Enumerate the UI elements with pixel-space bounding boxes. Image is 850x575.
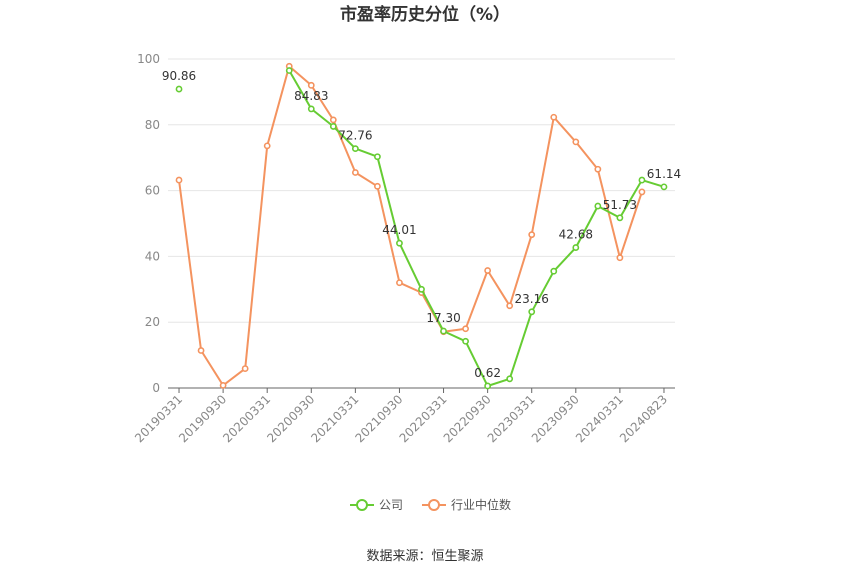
legend-label-company: 公司: [379, 498, 403, 512]
data-point-company: [638, 176, 646, 184]
series-line-company: [288, 70, 665, 387]
data-point-company: [285, 67, 293, 74]
data-point-company: [175, 85, 183, 93]
data-point-company: [528, 308, 536, 316]
data-point-industry-median: [396, 279, 403, 287]
data-label: 17.30: [426, 311, 460, 325]
data-point-company: [660, 183, 668, 191]
data-point-company: [374, 153, 381, 161]
data-point-industry-median: [506, 302, 514, 310]
data-point-company: [616, 214, 624, 222]
data-label: 42.68: [559, 228, 593, 242]
data-source: 数据来源：恒生聚源: [366, 549, 483, 564]
data-point-industry-median: [528, 231, 536, 239]
y-tick-label: 60: [145, 184, 160, 198]
legend-marker-company: [356, 499, 368, 511]
y-tick-label: 100: [137, 52, 160, 66]
x-tick-label: 20240823: [617, 392, 670, 445]
series-lines: [175, 62, 668, 390]
data-point-industry-median: [351, 169, 359, 176]
y-tick-label: 80: [145, 118, 160, 132]
data-point-company: [572, 244, 580, 251]
axes: 0204060801002019033120190930202003312020…: [132, 52, 675, 445]
data-point-company: [418, 285, 425, 293]
data-point-industry-median: [241, 365, 249, 372]
data-point-company: [484, 382, 492, 390]
data-label: 61.14: [647, 167, 681, 181]
data-point-company: [396, 239, 403, 247]
data-label: 90.86: [162, 69, 196, 83]
y-tick-label: 0: [152, 381, 160, 395]
data-label: 72.76: [338, 129, 372, 143]
data-point-industry-median: [462, 325, 469, 333]
data-label: 51.73: [603, 198, 637, 212]
data-point-industry-median: [572, 138, 580, 146]
data-label: 44.01: [382, 223, 416, 237]
data-point-company: [462, 337, 469, 345]
grid-lines: [168, 58, 675, 323]
data-point-industry-median: [197, 347, 205, 354]
data-point-industry-median: [594, 165, 602, 173]
data-point-company: [506, 375, 514, 383]
data-point-company: [550, 267, 558, 275]
data-point-industry-median: [550, 113, 558, 121]
data-label: 23.16: [515, 292, 549, 306]
data-point-industry-median: [616, 254, 624, 262]
data-label: 0.62: [474, 366, 501, 380]
y-tick-label: 40: [145, 249, 160, 263]
data-point-industry-median: [484, 267, 492, 274]
data-labels: 90.86 84.83 72.76 44.01 17.30 0.62 23.16 42.68 5…: [162, 69, 681, 380]
series-line-industry-median: [178, 65, 643, 387]
data-point-company: [307, 105, 315, 113]
y-tick-label: 20: [145, 315, 160, 329]
data-point-company: [594, 202, 602, 210]
data-point-industry-median: [638, 188, 646, 196]
data-point-industry-median: [374, 182, 381, 190]
legend: 公司 行业中位数: [350, 497, 511, 512]
data-point-industry-median: [307, 81, 315, 89]
data-point-company: [440, 327, 447, 335]
data-point-industry-median: [219, 381, 227, 389]
data-point-industry-median: [329, 116, 337, 124]
data-point-company: [329, 123, 337, 130]
chart-title: 市盈率历史分位（%）: [340, 4, 510, 25]
data-point-company: [351, 145, 359, 153]
legend-label-industry-median: 行业中位数: [451, 497, 511, 512]
data-point-industry-median: [175, 176, 183, 184]
legend-marker-industry-median: [428, 499, 440, 511]
data-label: 84.83: [294, 89, 328, 103]
data-point-industry-median: [263, 142, 271, 150]
